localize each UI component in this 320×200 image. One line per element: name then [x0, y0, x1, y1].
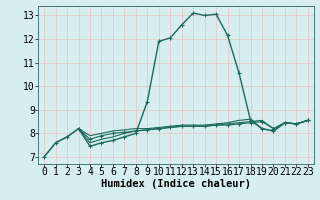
X-axis label: Humidex (Indice chaleur): Humidex (Indice chaleur) — [101, 179, 251, 189]
